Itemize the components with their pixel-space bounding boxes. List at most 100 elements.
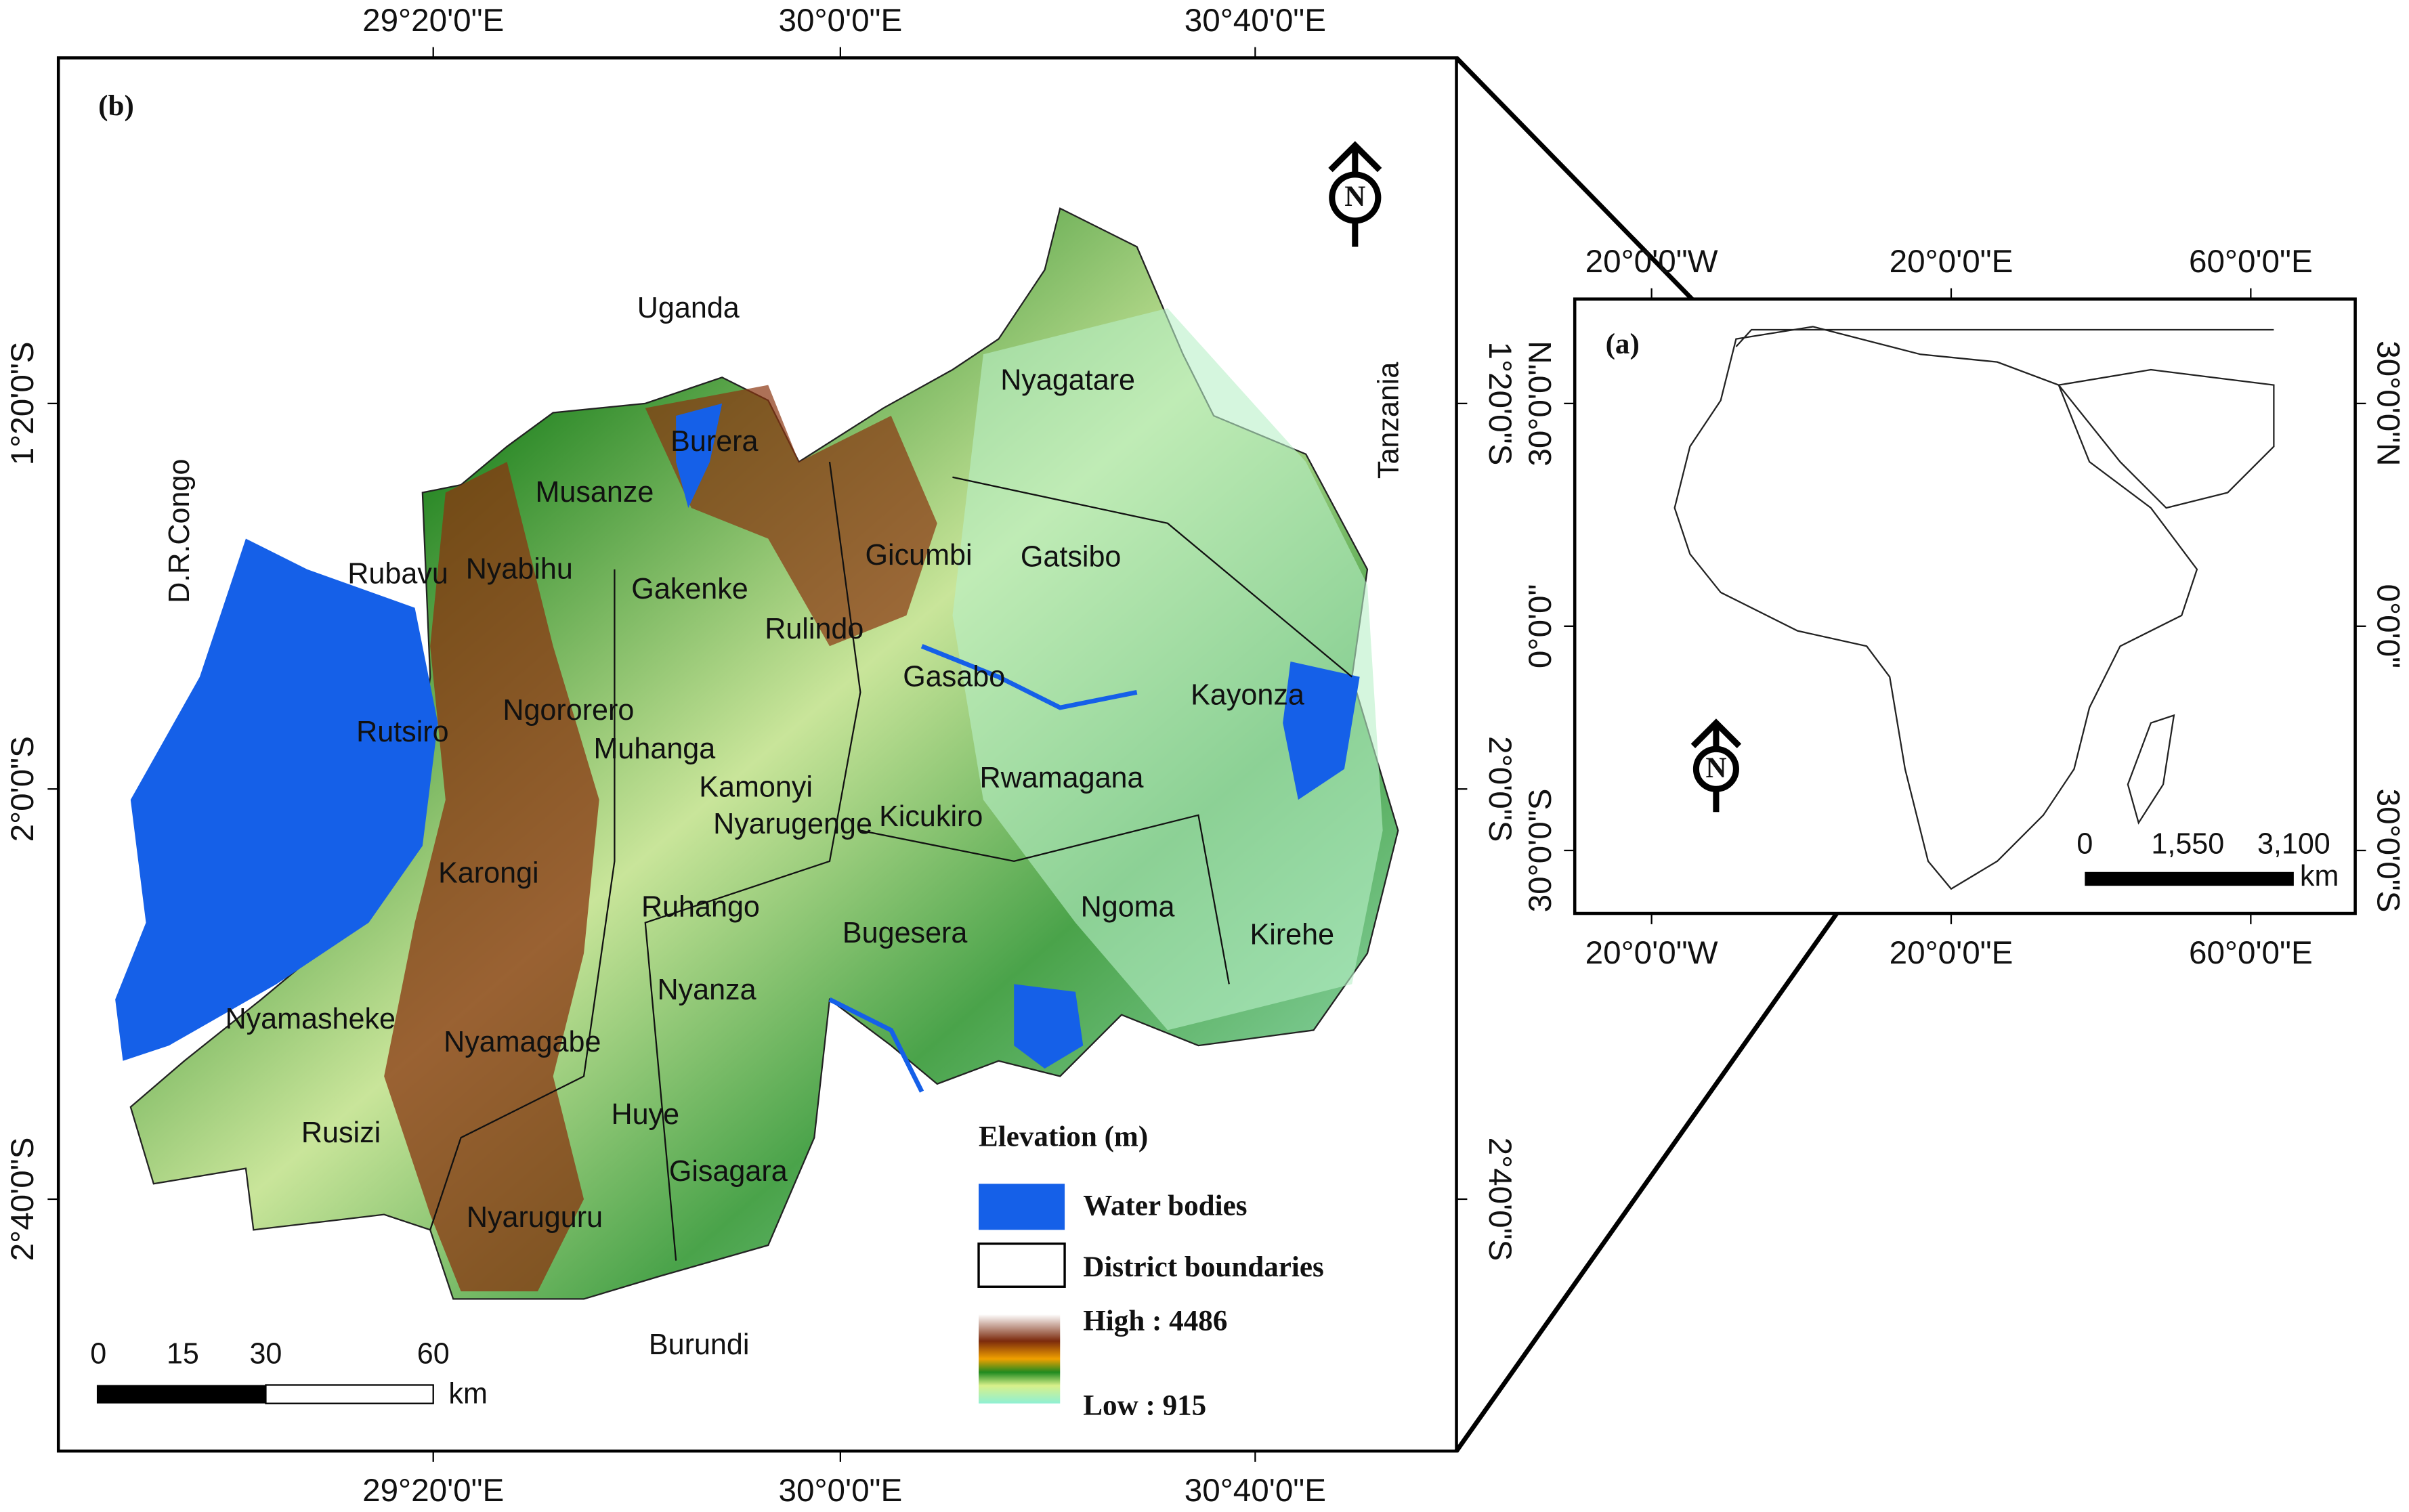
legend-title: Elevation (m) [979,1121,1148,1152]
country-label: D.R.Congo [163,459,196,603]
coord-label: 0°0'0" [1522,584,1558,669]
scale-bar [96,1385,266,1404]
coord-label: 2°40'0"S [1482,1138,1518,1261]
scale-unit: km [2300,860,2339,892]
legend-swatch [977,1243,1066,1288]
legend-ramp [979,1314,1061,1404]
coord-label: 29°20'0"E [362,3,504,39]
coord-label: 2°0'0"S [5,736,41,842]
coord-label: 30°0'0"E [778,1473,902,1509]
district-label: Kamonyi [699,771,813,804]
north-arrow: N [1328,141,1382,247]
district-label: Muhanga [594,733,716,765]
district-label: Nyagatare [1000,364,1135,397]
north-arrow: N [1690,718,1742,813]
coord-label: 20°0'0"W [1585,244,1718,280]
scale-unit: km [448,1378,487,1410]
legend-label: High : 4486 [1083,1305,1227,1337]
coord-label: 2°0'0"S [1482,736,1518,842]
scale-label: 3,100 [2257,828,2330,861]
district-label: Rubavu [347,557,448,590]
panel-label: (b) [98,90,134,122]
scale-label: 1,550 [2151,828,2224,861]
district-label: Gisagara [669,1155,788,1188]
scale-bar [265,1384,434,1404]
district-label: Ngororero [503,694,634,727]
coord-label: 2°40'0"S [5,1138,41,1261]
coord-label: 0°0'0" [2370,584,2406,669]
arabia-outline [2057,368,2275,509]
coord-label: 60°0'0"E [2189,935,2313,971]
lake [1014,984,1084,1069]
panel-label: (a) [1606,328,1640,360]
district-label: Huye [611,1098,679,1131]
scale-bar [2085,871,2294,886]
scale-label: 30 [249,1338,282,1370]
coord-label: 29°20'0"E [362,1473,504,1509]
district-label: Nyamagabe [444,1026,601,1058]
madagascar [2127,714,2175,825]
legend-label: Low : 915 [1083,1389,1206,1421]
coord-label: 1°20'0"S [1482,341,1518,465]
district-label: Kicukiro [879,800,983,833]
coord-label: 30°40'0"E [1185,3,1326,39]
europe-outline [1735,328,2274,347]
coord-label: 30°0'0"S [1522,789,1558,913]
district-label: Gatsibo [1021,540,1122,573]
highland [645,385,937,647]
district-label: Rulindo [765,613,864,645]
country-label: Tanzania [1372,362,1405,479]
district-label: Ngoma [1081,891,1175,924]
river [828,997,924,1093]
district-label: Gasabo [903,660,1005,693]
scale-label: 15 [167,1338,199,1370]
north-label: N [1344,181,1365,213]
country-label: Uganda [637,292,740,324]
district-label: Musanze [535,476,654,509]
river [920,644,1138,710]
coord-label: 30°0'0"N [2370,341,2406,466]
district-boundary [644,461,861,1261]
coord-label: 60°0'0"E [2189,244,2313,280]
district-label: Rusizi [301,1117,381,1149]
district-label: Nyamasheke [225,1003,396,1035]
district-boundary [860,814,1230,985]
coord-label: 30°0'0"N [1522,341,1558,466]
district-label: Karongi [438,857,539,890]
district-label: Gakenke [631,573,748,605]
scale-label: 60 [417,1338,450,1370]
district-label: Nyabihu [466,553,573,586]
district-label: Burera [670,425,758,458]
district-label: Rutsiro [356,716,449,748]
district-label: Nyaruguru [467,1201,603,1234]
lake [676,403,723,509]
district-label: Nyarugenge [713,808,872,840]
africa-outline [1673,326,2198,890]
legend-label: District boundaries [1083,1251,1324,1283]
district-label: Rwamagana [980,762,1144,794]
coord-label: 20°0'0"E [1890,244,2013,280]
district-label: Kirehe [1250,918,1335,951]
coord-label: 1°20'0"S [5,341,41,465]
coord-label: 30°40'0"E [1185,1473,1326,1509]
district-label: Nyanza [657,974,756,1006]
coord-label: 30°0'0"E [778,3,902,39]
district-label: Gicumbi [866,539,973,571]
district-label: Kayonza [1191,679,1304,712]
lake [1283,661,1360,800]
coord-label: 20°0'0"W [1585,935,1718,971]
scale-label: 0 [2076,828,2093,861]
highland [384,462,599,1292]
legend-label: Water bodies [1083,1190,1247,1222]
coord-label: 30°0'0"S [2370,789,2406,913]
scale-label: 0 [90,1338,106,1370]
coord-label: 20°0'0"E [1890,935,2013,971]
legend-swatch [979,1184,1065,1230]
district-boundary [429,569,616,1230]
north-label: N [1705,752,1726,784]
district-boundary [952,476,1353,678]
district-label: Bugesera [843,917,968,949]
district-label: Ruhango [641,891,760,924]
